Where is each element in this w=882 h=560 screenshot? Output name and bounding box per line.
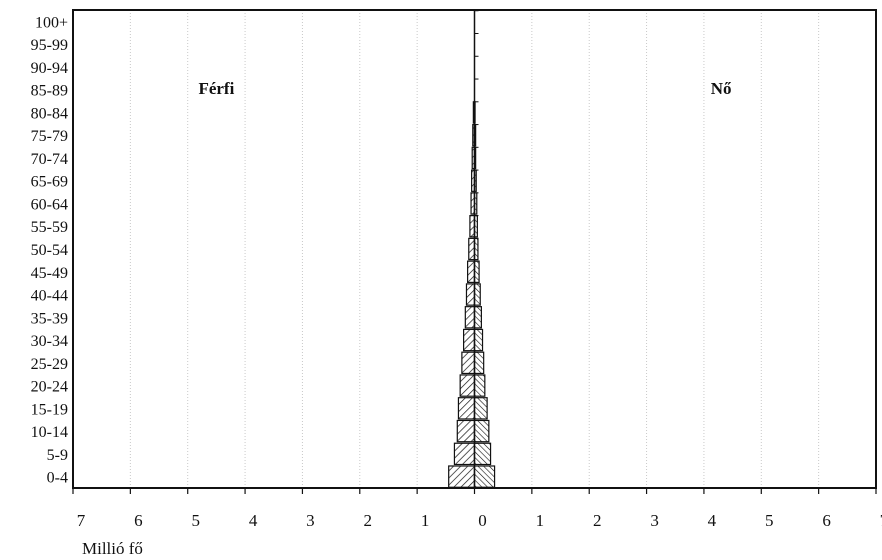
female-bar [473, 465, 496, 488]
female-bar [473, 397, 488, 420]
category-label: 20-24 [31, 379, 68, 396]
x-tick-label: 1 [536, 511, 545, 530]
x-tick-label: 4 [249, 511, 258, 530]
category-label: 30-34 [31, 333, 68, 350]
male-bar [457, 397, 476, 420]
category-label: 75-79 [31, 128, 68, 145]
category-label: 70-74 [31, 151, 68, 168]
x-tick-label: 4 [708, 511, 717, 530]
x-axis-ticks: 7 6 5 4 3 2 1 0 1 2 3 4 5 6 7 [72, 488, 882, 530]
male-bar [459, 374, 476, 397]
x-tick-label: 1 [421, 511, 430, 530]
x-tick-label: 2 [364, 511, 373, 530]
category-label: 85-89 [31, 83, 68, 100]
male-bar [456, 419, 476, 443]
male-bar [463, 328, 476, 352]
female-bar [473, 442, 492, 466]
category-label: 95-99 [31, 37, 68, 54]
male-bar [467, 260, 476, 283]
female-bar [473, 328, 484, 352]
category-label: 60-64 [31, 196, 68, 213]
category-label: 40-44 [31, 288, 68, 305]
x-tick-label: 5 [765, 511, 774, 530]
male-bar [464, 306, 476, 329]
male-bar [465, 283, 476, 306]
x-tick-label: 2 [593, 511, 602, 530]
category-label: 35-39 [31, 310, 68, 327]
category-label: 10-14 [31, 424, 68, 441]
x-tick-label: 0 [478, 511, 487, 530]
category-label: 80-84 [31, 105, 68, 122]
y-axis-category-labels: 0-4 5-9 10-14 15-19 20-24 25-29 30-34 35-39 40-4… [31, 14, 68, 486]
female-bar [473, 351, 485, 375]
x-tick-label: 7 [880, 511, 882, 530]
male-bar [453, 442, 476, 466]
category-label: 25-29 [31, 356, 68, 373]
category-label: 90-94 [31, 60, 68, 77]
category-label: 45-49 [31, 265, 68, 282]
x-tick-label: 3 [650, 511, 659, 530]
female-bar [473, 419, 490, 443]
male-bar [468, 237, 476, 261]
x-tick-label: 5 [191, 511, 200, 530]
category-label: 15-19 [31, 401, 68, 418]
male-bar [448, 465, 476, 488]
female-bar [473, 374, 486, 397]
category-label: 100+ [35, 14, 68, 31]
x-axis-unit-label: Millió fő [82, 539, 143, 558]
x-tick-label: 6 [822, 511, 831, 530]
x-tick-label: 7 [77, 511, 86, 530]
category-label: 50-54 [31, 242, 68, 259]
category-label: 0-4 [47, 470, 68, 487]
category-label: 5-9 [47, 447, 68, 464]
female-side-label: Nő [711, 79, 732, 98]
category-label: 55-59 [31, 219, 68, 236]
male-side-label: Férfi [198, 79, 234, 98]
category-label: 65-69 [31, 174, 68, 191]
male-bar [461, 351, 476, 375]
bars [448, 10, 496, 488]
x-tick-label: 6 [134, 511, 143, 530]
female-bar [473, 283, 481, 306]
x-tick-label: 3 [306, 511, 315, 530]
female-bar [473, 306, 482, 329]
